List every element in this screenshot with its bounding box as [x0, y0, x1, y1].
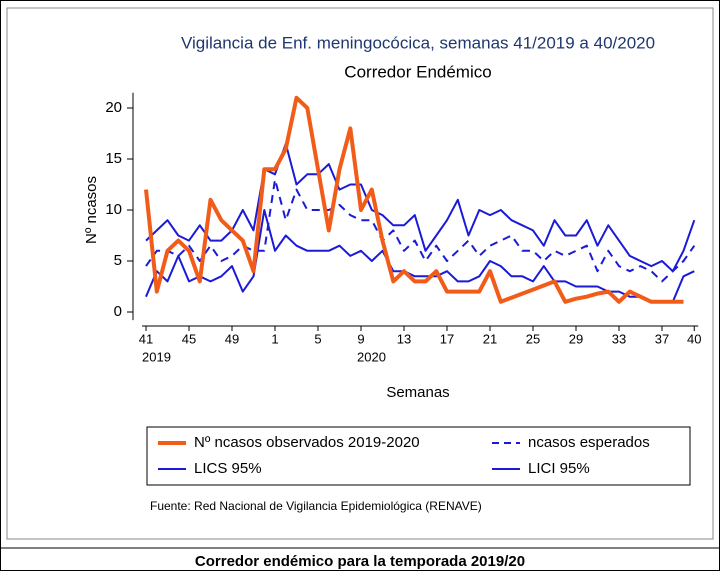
- source-note: Fuente: Red Nacional de Vigilancia Epide…: [150, 499, 482, 513]
- x-tick-label: 45: [182, 331, 196, 346]
- x-tick-label: 40: [687, 331, 701, 346]
- y-tick-label: 20: [105, 99, 122, 116]
- x-tick-label: 21: [483, 331, 497, 346]
- x-tick-label: 9: [357, 331, 364, 346]
- x-tick-label: 29: [569, 331, 583, 346]
- y-tick-label: 5: [114, 252, 122, 269]
- y-tick-label: 15: [105, 150, 122, 167]
- x-tick-label: 13: [397, 331, 411, 346]
- legend-box: [146, 426, 691, 486]
- chart-title: Vigilancia de Enf. meningocócica, semana…: [181, 33, 655, 52]
- x-axis-label: Semanas: [386, 384, 449, 401]
- x-tick-label: 37: [655, 331, 669, 346]
- x-tick-label: 33: [612, 331, 626, 346]
- y-tick-label: 10: [105, 201, 122, 218]
- x-tick-label: 5: [314, 331, 321, 346]
- x-tick-label: 25: [526, 331, 540, 346]
- series-line: [145, 209, 695, 303]
- x-tick-label: 41: [139, 331, 153, 346]
- x-tick-label: 17: [440, 331, 454, 346]
- series-line: [144, 95, 684, 304]
- legend-label: LICI 95%: [528, 460, 590, 477]
- series-line: [145, 142, 696, 273]
- y-axis-label: Nº ncasos: [83, 176, 100, 244]
- y-tick-label: 0: [114, 303, 122, 320]
- legend-label: Nº ncasos observados 2019-2020: [194, 434, 420, 451]
- x-year-label: 2020: [357, 349, 386, 364]
- legend-label: LICS 95%: [194, 460, 262, 477]
- x-tick-label: 49: [225, 331, 239, 346]
- x-year-label: 2019: [142, 349, 171, 364]
- legend-label: ncasos esperados: [528, 434, 650, 451]
- chart-subtitle: Corredor Endémico: [344, 62, 491, 81]
- series-line: [145, 178, 696, 283]
- x-tick-label: 1: [271, 331, 278, 346]
- caption: Corredor endémico para la temporada 2019…: [195, 553, 525, 570]
